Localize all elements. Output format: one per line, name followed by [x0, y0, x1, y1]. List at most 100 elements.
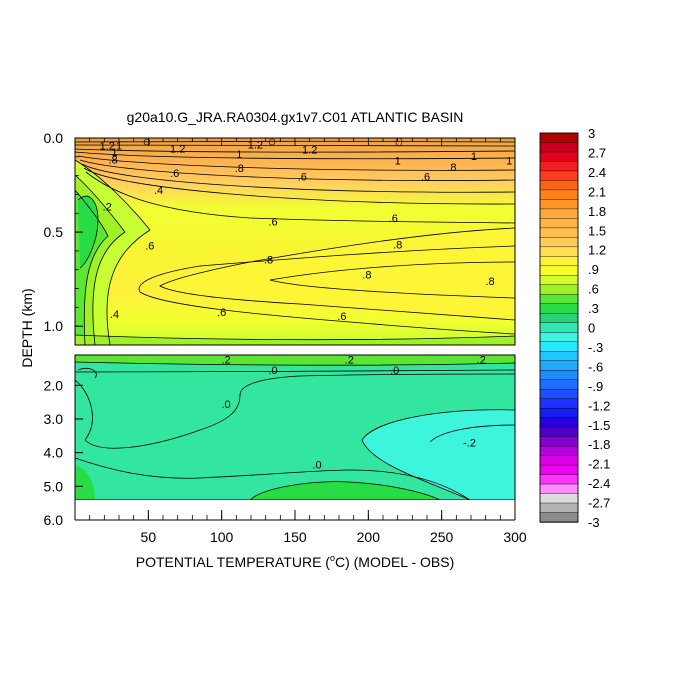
- colorbar-label: -2.7: [588, 496, 610, 511]
- upper-contour-label-23: .8: [362, 269, 371, 281]
- colorbar-swatch: [539, 313, 579, 324]
- colorbar-label: .3: [588, 301, 599, 316]
- colorbar-label: 1.2: [588, 243, 606, 258]
- colorbar-label: 2.7: [588, 145, 606, 160]
- colorbar-swatch: [539, 398, 579, 409]
- lower-contour-lines: [75, 361, 515, 500]
- colorbar-swatch: [539, 455, 579, 466]
- upper-contour-label-9: 1: [395, 156, 401, 168]
- colorbar-label: 2.1: [588, 184, 606, 199]
- colorbar-swatch: [539, 265, 579, 277]
- colorbar-label: -1.2: [588, 398, 610, 413]
- upper-yellow-tongue: [160, 228, 515, 320]
- colorbar-label: 1.5: [588, 223, 606, 238]
- x-tick-label: 50: [141, 529, 157, 545]
- colorbar-swatch: [539, 445, 579, 457]
- upper-contour-label-24: .8: [485, 276, 494, 288]
- upper-surface-detail: [143, 138, 403, 147]
- colorbar-swatch: [539, 407, 579, 419]
- colorbar-label: -.3: [588, 340, 603, 355]
- upper-contour-label-21: .8: [393, 239, 402, 251]
- y-axis: 0.0 0.5 1.0 2.0 3.0 4.0 5.0 6.0: [44, 130, 83, 528]
- colorbar-swatch: [539, 322, 579, 333]
- lower-contour-label-6: .0: [312, 459, 321, 471]
- colorbar-swatch: [539, 161, 579, 172]
- lower-contour-label-4: .0: [390, 365, 399, 377]
- upper-contour-label-14: .6: [298, 172, 307, 184]
- y-tick-label: 0.5: [44, 224, 64, 240]
- lower-contour-label-1: .2: [345, 354, 354, 366]
- upper-contour-label-16: .4: [154, 185, 163, 197]
- lower-contour-label-2: .2: [477, 354, 486, 366]
- y-tick-label: 1.0: [44, 318, 64, 334]
- colorbar-swatch: [539, 351, 579, 362]
- colorbar-swatch: [539, 151, 579, 163]
- upper-contour-label-15: .6: [421, 172, 430, 184]
- lower-contour-label-0: .2: [221, 354, 230, 366]
- upper-contour-labels: 1.2 1 1.2 1.2 1.211.8 11 1.8.8.6.6.6.4.2.6.6.6…: [100, 140, 513, 323]
- upper-contour-label-3: 1.2: [248, 140, 263, 152]
- upper-contour-label-22: .8: [264, 254, 273, 266]
- colorbar-label: -2.4: [588, 476, 610, 491]
- colorbar-swatch: [539, 170, 579, 182]
- colorbar-swatch: [539, 512, 579, 523]
- lower-bottom-region: [250, 481, 440, 500]
- colorbar-swatch: [539, 227, 579, 239]
- colorbar-labels: 3 2.7 2.4 2.1 1.8 1.5 1.2 .9 .6 .3 0 -.3 -.6 -.9 -1.2 -…: [588, 126, 610, 530]
- colorbar-label: .6: [588, 282, 599, 297]
- x-tick-label: 150: [283, 529, 307, 545]
- colorbar-swatch: [539, 464, 579, 476]
- colorbar-swatch: [539, 436, 579, 447]
- colorbar-label: 1.8: [588, 204, 606, 219]
- colorbar-swatch: [539, 360, 579, 371]
- lower-left-region: [75, 465, 95, 500]
- colorbar-swatch: [539, 483, 579, 495]
- y-tick-label: 4.0: [44, 445, 64, 461]
- x-axis-label: POTENTIAL TEMPERATURE (oC) (MODEL - OBS): [136, 553, 455, 570]
- colorbar-label: 3: [588, 126, 595, 141]
- x-axis: 50 100 150 200 250 300: [89, 138, 527, 545]
- lower-cyan-region: [362, 409, 515, 500]
- colorbar-swatch: [539, 294, 579, 305]
- colorbar-swatch: [539, 180, 579, 191]
- colorbar-label: -.6: [588, 359, 603, 374]
- colorbar-swatch: [539, 369, 579, 381]
- x-tick-label: 300: [503, 529, 527, 545]
- upper-contour-label-10: 1: [506, 156, 512, 168]
- upper-panel: [75, 138, 515, 345]
- upper-contour-label-0: 1.2: [100, 141, 115, 153]
- y-tick-label: 3.0: [44, 411, 64, 427]
- upper-left-minimum-region: [78, 196, 98, 268]
- upper-contour-label-20: .6: [145, 240, 154, 252]
- upper-contour-label-27: .6: [337, 311, 346, 323]
- colorbar-swatch: [539, 388, 579, 400]
- lower-contour-labels: .2 .2 .2 .0 .0 .0 .0 -.2: [221, 354, 486, 471]
- upper-contour-label-11: .8: [235, 163, 244, 175]
- x-tick-label: 100: [210, 529, 234, 545]
- colorbar-swatch: [539, 502, 579, 514]
- upper-contour-label-25: .4: [110, 309, 119, 321]
- upper-contour-label-6: 1: [112, 147, 118, 159]
- upper-contour-label-13: .6: [170, 168, 179, 180]
- colorbar-swatch: [539, 417, 579, 428]
- colorbar: [539, 132, 579, 523]
- lower-contour-label-3: .0: [268, 365, 277, 377]
- upper-contour-lines: [75, 140, 515, 345]
- lower-contour-label-7: -.2: [463, 438, 476, 450]
- colorbar-swatch: [539, 199, 579, 210]
- colorbar-swatch: [539, 246, 579, 258]
- lower-contour-label-5: .0: [221, 399, 230, 411]
- upper-contour-label-1: 1: [116, 141, 122, 153]
- colorbar-swatch: [539, 237, 579, 248]
- upper-contour-label-18: .6: [268, 217, 277, 229]
- colorbar-frame: [539, 132, 579, 523]
- y-tick-label: 0.0: [44, 130, 64, 146]
- colorbar-swatch: [539, 142, 579, 153]
- colorbar-swatch: [539, 493, 579, 504]
- colorbar-label: 0: [588, 321, 595, 336]
- colorbar-label: -3: [588, 515, 600, 530]
- y-axis-label: DEPTH (km): [19, 288, 35, 367]
- y-tick-label: 5.0: [44, 478, 64, 494]
- colorbar-swatch: [539, 256, 579, 267]
